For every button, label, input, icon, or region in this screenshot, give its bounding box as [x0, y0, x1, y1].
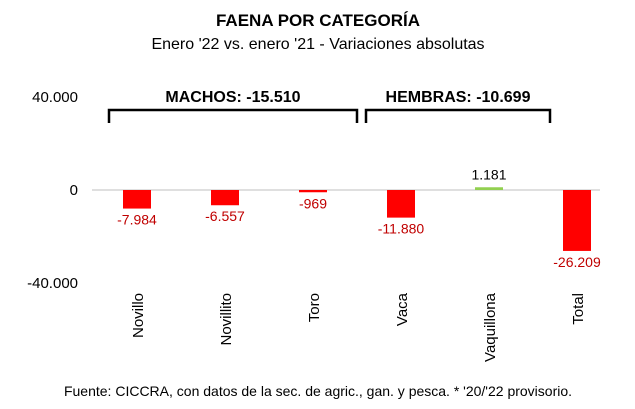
x-tick-novillito: Novillito: [218, 293, 235, 346]
group-label-machos: MACHOS: -15.510: [165, 89, 300, 106]
data-label-novillo: -7.984: [117, 212, 157, 228]
y-axis-ticks: 40.000 0 -40.000: [27, 89, 78, 292]
x-tick-toro: Toro: [306, 293, 323, 322]
y-tick-label: 0: [70, 182, 78, 199]
x-tick-vaca: Vaca: [394, 292, 411, 326]
group-brackets: MACHOS: -15.510 HEMBRAS: -10.699: [107, 89, 552, 123]
group-bracket-hembras: [364, 108, 552, 123]
y-tick-label: 40.000: [32, 89, 78, 106]
bar-vaca: [387, 190, 415, 218]
x-tick-total: Total: [570, 293, 587, 325]
bar-vaquillona: [475, 187, 503, 190]
data-label-novillito: -6.557: [205, 208, 245, 224]
bar-total: [563, 190, 591, 251]
x-axis-ticks: Novillo Novillito Toro Vaca Vaquillona Total: [130, 292, 587, 362]
data-label-vaquillona: 1.181: [471, 166, 506, 182]
x-tick-vaquillona: Vaquillona: [482, 292, 499, 362]
bar-novillito: [211, 190, 239, 206]
data-label-total: -26.209: [553, 254, 601, 270]
y-tick-label: -40.000: [27, 275, 78, 292]
group-bracket-machos: [107, 108, 359, 123]
chart-title: FAENA POR CATEGORÍA: [216, 11, 420, 30]
bar-novillo: [123, 190, 151, 209]
data-label-vaca: -11.880: [378, 221, 425, 237]
x-tick-novillo: Novillo: [130, 293, 147, 338]
source-footer: Fuente: CICCRA, con datos de la sec. de …: [64, 383, 572, 399]
group-label-hembras: HEMBRAS: -10.699: [386, 89, 531, 106]
data-label-toro: -969: [299, 195, 327, 211]
bars: [123, 187, 591, 251]
chart-subtitle: Enero '22 vs. enero '21 - Variaciones ab…: [151, 36, 484, 53]
bar-toro: [299, 190, 327, 193]
data-labels: -7.984 -6.557 -969 -11.880 1.181 -26.209: [117, 166, 601, 270]
